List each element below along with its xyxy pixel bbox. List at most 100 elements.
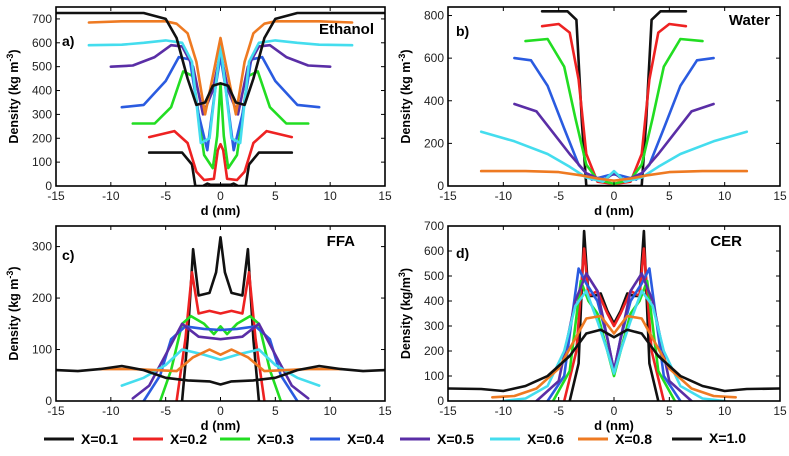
series-line-X-0_6 [87, 39, 354, 145]
series-group [479, 10, 749, 186]
panel-label: d) [456, 245, 469, 261]
y-tick-label: 700 [32, 12, 52, 26]
series-line-X-0_5 [513, 102, 715, 182]
y-tick-label: 0 [45, 394, 52, 408]
x-tick-label: 0 [217, 404, 224, 418]
legend-item: X=1.0 [672, 430, 746, 446]
y-tick-label: 400 [32, 84, 52, 98]
x-tick-label: 0 [611, 189, 618, 203]
x-tick-label: 0 [217, 189, 224, 203]
series-group [448, 229, 780, 401]
series-line-X-1_0 [56, 364, 385, 386]
y-tick-label: 300 [32, 107, 52, 121]
y-tick-label: 0 [437, 394, 444, 408]
legend-label: X=0.1 [81, 431, 118, 447]
y-tick-label: 600 [424, 51, 444, 65]
x-tick-label: 5 [666, 189, 673, 203]
y-tick-label: 400 [424, 294, 444, 308]
y-tick-label: 400 [424, 94, 444, 108]
legend-item: X=0.5 [400, 431, 474, 447]
series-line-X-0_2 [540, 22, 688, 186]
legend-item: X=0.1 [44, 431, 118, 447]
series-line-X-0_2 [562, 247, 666, 401]
legend-label: X=0.4 [347, 431, 384, 447]
x-tick-label: -10 [102, 189, 120, 203]
x-axis-label: d (nm) [594, 203, 634, 218]
series-line-X-0_2 [175, 271, 266, 401]
x-tick-label: -15 [439, 189, 457, 203]
legend-label: X=0.8 [615, 431, 652, 447]
legend-label: X=0.6 [527, 431, 564, 447]
x-tick-label: -15 [47, 404, 65, 418]
y-axis-label-close: ) [7, 266, 21, 270]
x-tick-label: 15 [773, 189, 787, 203]
series-line-X-0_1 [180, 236, 261, 401]
series-line-X-0_8 [491, 314, 737, 399]
x-tick-label: 15 [773, 404, 787, 418]
legend-item: X=0.4 [310, 431, 384, 447]
x-tick-label: -5 [553, 404, 564, 418]
series-line-X-0_8 [98, 348, 343, 373]
x-tick-label: 0 [611, 404, 618, 418]
y-axis-label-exponent: -3 [5, 271, 15, 279]
y-tick-label: 200 [32, 131, 52, 145]
panel-title: Ethanol [319, 21, 374, 38]
y-tick-label: 100 [32, 343, 52, 357]
panel-d: -15 -10 -5 0 5 10 15 0 100 200 300 400 500 600 700 d (n… [397, 219, 787, 433]
y-tick-label: 300 [424, 319, 444, 333]
y-axis-label: Density (kg m-3) [5, 49, 21, 143]
y-axis-label-close: ) [399, 268, 413, 272]
series-line-X-0_2 [147, 129, 294, 182]
x-tick-label: 5 [666, 404, 673, 418]
series-line-X-0_8 [479, 169, 749, 182]
legend-item: X=0.2 [133, 431, 207, 447]
x-tick-label: -5 [553, 189, 564, 203]
panel-title: CER [710, 233, 742, 250]
panel-c: -15 -10 -5 0 5 10 15 0 100 200 300 d (nm) Density (k… [5, 225, 392, 433]
panel-label: a) [62, 33, 74, 49]
x-tick-label: -10 [102, 404, 120, 418]
y-axis-label-text: Density (kg/m [399, 277, 413, 359]
x-tick-label: 15 [378, 189, 392, 203]
y-axis-label-text: Density (kg m [7, 62, 21, 144]
y-axis-label-text: Density (kg m [399, 62, 413, 144]
x-tick-label: -10 [495, 404, 513, 418]
legend-label: X=0.2 [170, 431, 207, 447]
y-tick-label: 600 [32, 36, 52, 50]
y-tick-label: 500 [32, 60, 52, 74]
x-tick-label: -15 [47, 189, 65, 203]
y-axis-label-exponent: -3 [5, 54, 15, 62]
legend-label: X=1.0 [709, 430, 746, 446]
x-tick-label: 10 [718, 189, 732, 203]
panel-label: c) [62, 247, 74, 263]
legend: X=0.1 X=0.2 X=0.3 X=0.4 X=0.5 X=0.6 X=0.8 X=1.0 [44, 430, 746, 447]
panel-title: Water [729, 12, 770, 29]
x-axis-label: d (nm) [201, 203, 241, 218]
series-line-X-0_6 [479, 130, 749, 183]
series-group [56, 11, 385, 186]
series-line-X-0_6 [502, 289, 726, 401]
legend-item: X=0.8 [578, 431, 652, 447]
y-axis-label: Density (kg/m3) [397, 268, 413, 359]
series-line-X-0_1 [540, 10, 688, 186]
series-line-X-0_4 [513, 56, 715, 181]
x-tick-label: -5 [160, 404, 171, 418]
y-tick-label: 200 [32, 291, 52, 305]
y-tick-label: 100 [424, 369, 444, 383]
x-tick-label: 5 [272, 189, 279, 203]
x-tick-label: -15 [439, 404, 457, 418]
x-tick-label: 15 [378, 404, 392, 418]
x-axis-label: d (nm) [201, 418, 241, 433]
y-tick-label: 200 [424, 344, 444, 358]
y-tick-label: 0 [45, 179, 52, 193]
y-tick-label: 0 [437, 179, 444, 193]
legend-item: X=0.6 [490, 431, 564, 447]
panel-b: -15 -10 -5 0 5 10 15 0 200 400 600 800 d (nm) Density… [397, 6, 787, 218]
panel-a: -15 -10 -5 0 5 10 15 0 100 200 300 400 500 600 700 d (n… [5, 6, 392, 218]
y-tick-label: 100 [32, 155, 52, 169]
series-line-X-1_0 [448, 328, 780, 393]
x-tick-label: 10 [323, 189, 337, 203]
panel-label: b) [456, 23, 469, 39]
plot-frame [447, 6, 781, 187]
